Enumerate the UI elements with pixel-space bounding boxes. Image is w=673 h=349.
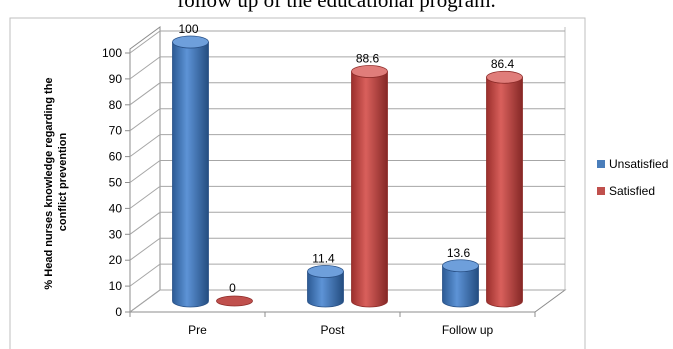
gridline: [129, 82, 565, 106]
data-label: 88.6: [356, 52, 380, 66]
y-tick-label: 70: [109, 124, 123, 138]
legend-swatch-satisfied: [597, 187, 605, 195]
figure-caption: follow up of the educational program.: [177, 0, 496, 12]
bar-body: [172, 41, 209, 308]
gridline: [129, 185, 565, 209]
gridline: [129, 263, 565, 287]
side-wall: [129, 26, 161, 313]
y-tick-labels: 0 10 20 30 40 50 60 70 80 90 100: [102, 46, 122, 319]
data-label: 11.4: [312, 251, 335, 265]
gridline: [129, 56, 565, 80]
legend-label-satisfied: Satisfied: [609, 184, 655, 198]
y-tick-label: 10: [109, 279, 123, 293]
bar-unsatisfied-follow-up: 13.6: [442, 246, 479, 308]
bar-top: [307, 265, 344, 278]
bar-unsatisfied-pre: 100: [172, 22, 209, 308]
y-tick-label: 30: [109, 227, 123, 241]
data-label: 86.4: [491, 57, 515, 71]
bar-satisfied-post: 88.6: [351, 52, 388, 308]
chart-border: [9, 17, 586, 349]
y-tick-label: 20: [109, 253, 123, 267]
gridline: [129, 134, 565, 158]
x-tick-labels: Pre Post Follow up: [129, 312, 536, 337]
y-axis-label-line-1: % Head nurses knowledge regarding the: [43, 77, 55, 289]
bar-top: [172, 35, 209, 49]
x-tick-label: Post: [320, 323, 345, 337]
bar-top: [486, 70, 523, 84]
bar-flat: [216, 295, 253, 307]
data-label: 100: [178, 22, 198, 36]
bar-satisfied-follow-up: 86.4: [486, 57, 523, 308]
y-axis-label-line-2: conflict prevention: [57, 133, 69, 232]
y-tick-label: 80: [109, 98, 123, 112]
data-label: 13.6: [447, 246, 471, 260]
gridline: [129, 160, 565, 183]
y-tick-label: 90: [109, 72, 123, 86]
y-tick-label: 0: [115, 305, 122, 319]
gridlines: [125, 30, 565, 313]
y-axis-label: % Head nurses knowledge regarding the co…: [43, 74, 69, 289]
legend-label-unsatisfied: Unsatisfied: [609, 157, 668, 171]
bar-unsatisfied-post: 11.4: [307, 251, 344, 308]
y-tick-label: 100: [102, 46, 122, 60]
bar-body: [486, 77, 523, 308]
bars: 100 11.4 13.6 0 88.6 86.4: [172, 22, 523, 308]
gridline: [129, 30, 565, 54]
x-tick-label: Follow up: [442, 323, 494, 337]
gridline: [129, 289, 565, 313]
bar-satisfied-pre: 0: [216, 281, 253, 307]
gridline: [129, 108, 565, 132]
y-tick-label: 60: [109, 150, 123, 164]
bar-top: [351, 65, 388, 78]
bar-body: [351, 71, 388, 308]
legend: Unsatisfied Satisfied: [597, 157, 668, 198]
gridline: [129, 211, 565, 235]
gridline: [129, 237, 565, 261]
x-tick-label: Pre: [188, 323, 207, 337]
bar-top: [442, 259, 479, 273]
y-tick-label: 50: [109, 176, 123, 190]
legend-swatch-unsatisfied: [597, 160, 605, 168]
data-label: 0: [229, 281, 236, 295]
y-tick-label: 40: [109, 201, 123, 215]
